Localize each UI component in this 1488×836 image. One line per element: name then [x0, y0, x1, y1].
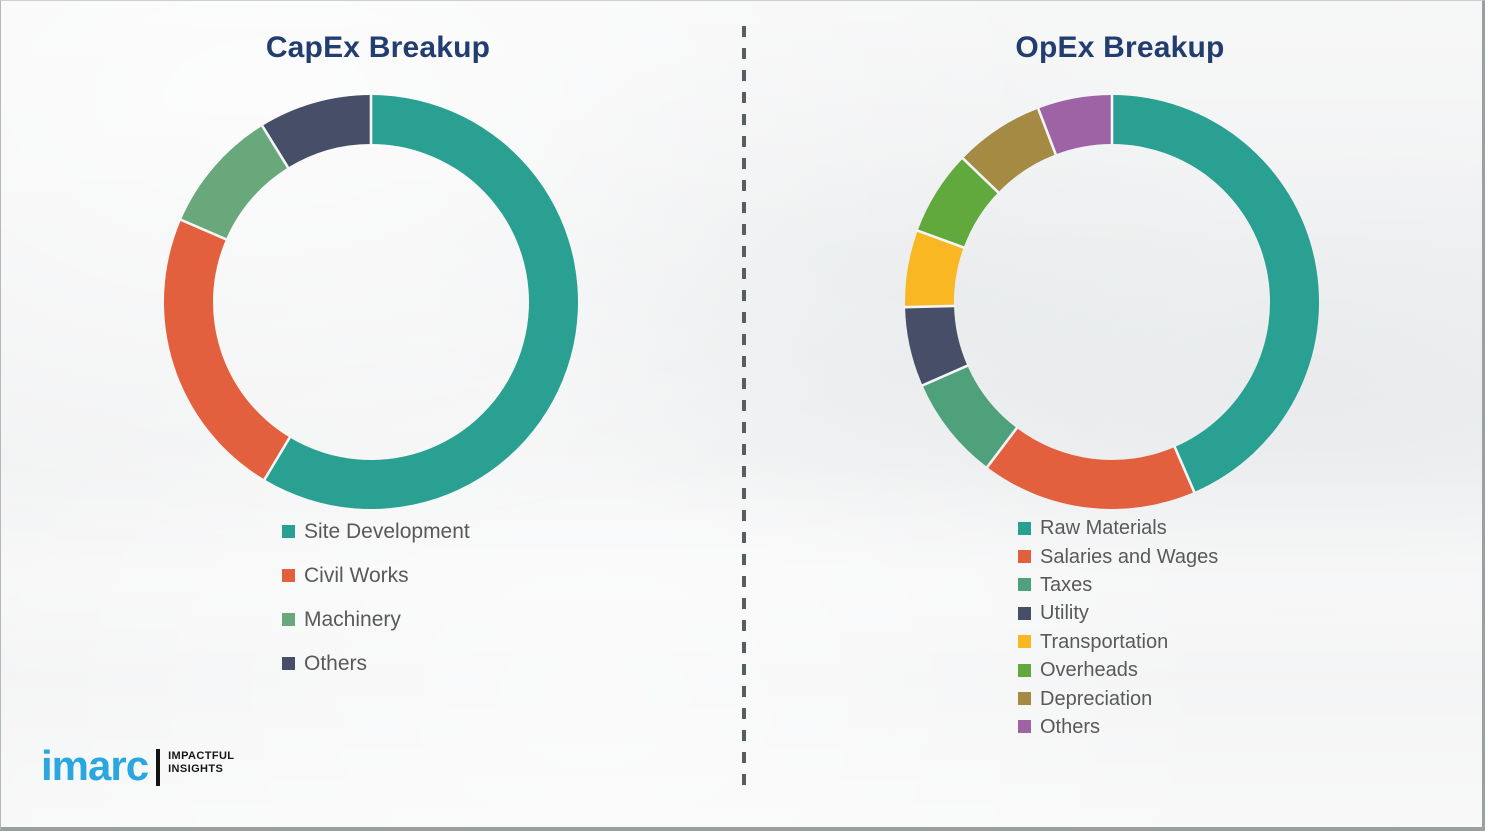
- segment-gap-line: [179, 218, 228, 241]
- capex-legend: Site Development Civil Works Machinery Othe…: [282, 509, 470, 685]
- legend-swatch-civil-works: [282, 568, 295, 582]
- opex-donut-chart: [904, 94, 1320, 510]
- imarc-logo: imarc IMPACTFUL INSIGHTS: [41, 737, 234, 787]
- opex-breakup-segment-utility: [905, 305, 968, 386]
- capex-donut-chart: [163, 94, 578, 509]
- legend-item-others: Others: [1018, 713, 1218, 741]
- legend-label-depreciation: Depreciation: [1040, 687, 1153, 710]
- imarc-logo-tagline: IMPACTFUL INSIGHTS: [168, 750, 234, 775]
- capex-breakup-segment-machinery: [181, 125, 289, 240]
- imarc-logo-text: imarc: [41, 742, 149, 789]
- capex-breakup-segment-others: [262, 95, 371, 168]
- segment-gap-line: [916, 229, 966, 250]
- legend-item-salaries-and-wages: Salaries and Wages: [1018, 542, 1218, 570]
- legend-item-machinery: Machinery: [282, 597, 470, 641]
- legend-label-others: Others: [1040, 715, 1101, 738]
- capex-breakup-segment-site-development: [264, 95, 578, 509]
- segment-gap-line: [921, 364, 969, 387]
- legend-label-taxes: Taxes: [1040, 573, 1093, 596]
- legend-item-raw-materials: Raw Materials: [1018, 514, 1218, 542]
- segment-gap-line: [262, 435, 292, 482]
- imarc-tagline-line1: IMPACTFUL: [168, 750, 235, 762]
- opex-breakup-segment-others: [1038, 95, 1112, 155]
- segment-gap-line: [260, 124, 290, 170]
- legend-label-raw-materials: Raw Materials: [1040, 517, 1167, 540]
- legend-swatch-overheads: [1018, 663, 1031, 677]
- legend-label-salaries-and-wages: Salaries and Wages: [1040, 545, 1219, 568]
- legend-item-civil-works: Civil Works: [282, 553, 470, 597]
- legend-label-machinery: Machinery: [304, 607, 401, 631]
- legend-label-others: Others: [304, 651, 368, 675]
- opex-breakup-segment-depreciation: [962, 108, 1056, 193]
- legend-item-taxes: Taxes: [1018, 571, 1218, 599]
- imarc-tagline-line2: INSIGHTS: [168, 762, 224, 775]
- opex-breakup-segment-overheads: [917, 158, 999, 248]
- capex-chart-title: CapEx Breakup: [265, 31, 491, 64]
- segment-gap-line: [904, 304, 956, 309]
- legend-swatch-utility: [1018, 606, 1031, 620]
- legend-item-depreciation: Depreciation: [1018, 684, 1218, 712]
- legend-item-site-development: Site Development: [282, 509, 470, 553]
- opex-breakup-segment-raw-materials: [1112, 95, 1320, 492]
- opex-breakup-segment-transportation: [905, 230, 964, 308]
- opex-legend: Raw Materials Salaries and Wages Taxes Util…: [1018, 514, 1218, 741]
- legend-item-transportation: Transportation: [1018, 628, 1218, 656]
- legend-label-transportation: Transportation: [1040, 630, 1169, 653]
- legend-swatch-site-development: [282, 524, 295, 538]
- segment-gap-line: [985, 426, 1019, 469]
- opex-breakup-segment-salaries-and-wages: [987, 428, 1195, 510]
- opex-chart-title: OpEx Breakup: [1015, 31, 1225, 64]
- legend-label-overheads: Overheads: [1040, 659, 1138, 682]
- legend-swatch-salaries-and-wages: [1018, 550, 1031, 564]
- legend-swatch-raw-materials: [1018, 521, 1031, 535]
- legend-label-civil-works: Civil Works: [304, 563, 409, 587]
- legend-swatch-machinery: [282, 612, 295, 626]
- vertical-dashed-divider: [742, 26, 746, 791]
- legend-item-others: Others: [282, 641, 470, 685]
- legend-item-utility: Utility: [1018, 599, 1218, 627]
- legend-swatch-transportation: [1018, 635, 1031, 649]
- capex-breakup-segment-civil-works: [163, 219, 290, 480]
- legend-label-utility: Utility: [1040, 602, 1089, 625]
- imarc-logo-divider-bar: [156, 749, 161, 786]
- legend-swatch-depreciation: [1018, 692, 1031, 706]
- legend-item-overheads: Overheads: [1018, 656, 1218, 684]
- segment-gap-line: [961, 156, 1000, 195]
- legend-label-site-development: Site Development: [304, 519, 470, 543]
- legend-swatch-taxes: [1018, 578, 1031, 592]
- legend-swatch-others: [1018, 720, 1031, 734]
- opex-breakup-segment-taxes: [922, 365, 1017, 468]
- legend-swatch-others: [282, 656, 295, 670]
- segment-gap-line: [1173, 445, 1196, 494]
- segment-gap-line: [1036, 107, 1058, 156]
